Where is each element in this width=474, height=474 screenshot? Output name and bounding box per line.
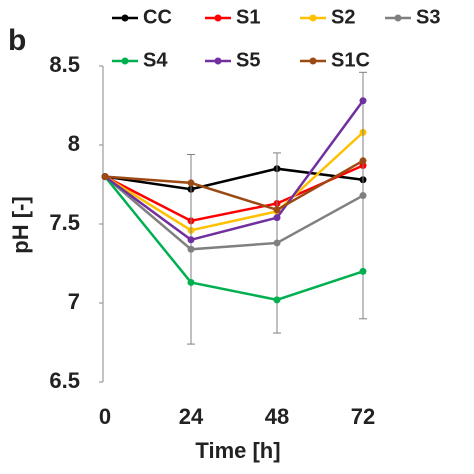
legend-label: S4 <box>143 49 168 71</box>
y-tick-label: 7 <box>68 289 80 314</box>
data-point <box>359 267 367 275</box>
data-point <box>187 179 195 187</box>
x-tick-label: 24 <box>179 404 204 429</box>
x-tick-label: 48 <box>265 404 289 429</box>
data-point <box>273 296 281 304</box>
data-point <box>187 236 195 244</box>
legend-marker <box>309 57 317 65</box>
series-line <box>104 131 364 232</box>
data-point <box>187 245 195 253</box>
data-point <box>187 278 195 286</box>
data-point <box>359 157 367 165</box>
legend-label: S1 <box>236 6 260 28</box>
legend-label: S1C <box>331 49 370 71</box>
legend-label: S3 <box>416 6 440 28</box>
legend-marker <box>214 57 222 65</box>
legend-label: S5 <box>236 49 260 71</box>
legend-marker <box>309 14 317 22</box>
data-point <box>273 206 281 214</box>
series-line <box>104 175 364 251</box>
data-point <box>273 214 281 222</box>
legend-marker <box>121 14 129 22</box>
x-tick-label: 0 <box>99 404 111 429</box>
y-tick-label: 7.5 <box>49 210 80 235</box>
legend-label: CC <box>143 6 172 28</box>
x-axis-label: Time [h] <box>195 438 280 463</box>
legend-label: S2 <box>331 6 355 28</box>
data-point <box>359 97 367 105</box>
legend-marker <box>394 14 402 22</box>
legend-marker <box>214 14 222 22</box>
y-tick-label: 6.5 <box>49 368 80 393</box>
series-line <box>104 100 365 242</box>
series-line <box>104 175 364 302</box>
x-tick-label: 72 <box>351 404 375 429</box>
panel-label: b <box>8 24 26 57</box>
series-line <box>104 167 364 191</box>
y-tick-label: 8 <box>68 131 80 156</box>
data-point <box>101 173 109 181</box>
y-axis-label: pH [-] <box>8 196 33 253</box>
data-point <box>273 239 281 247</box>
legend-marker <box>121 57 129 65</box>
y-tick-label: 8.5 <box>49 52 80 77</box>
series-line <box>104 159 364 212</box>
data-point <box>359 192 367 200</box>
